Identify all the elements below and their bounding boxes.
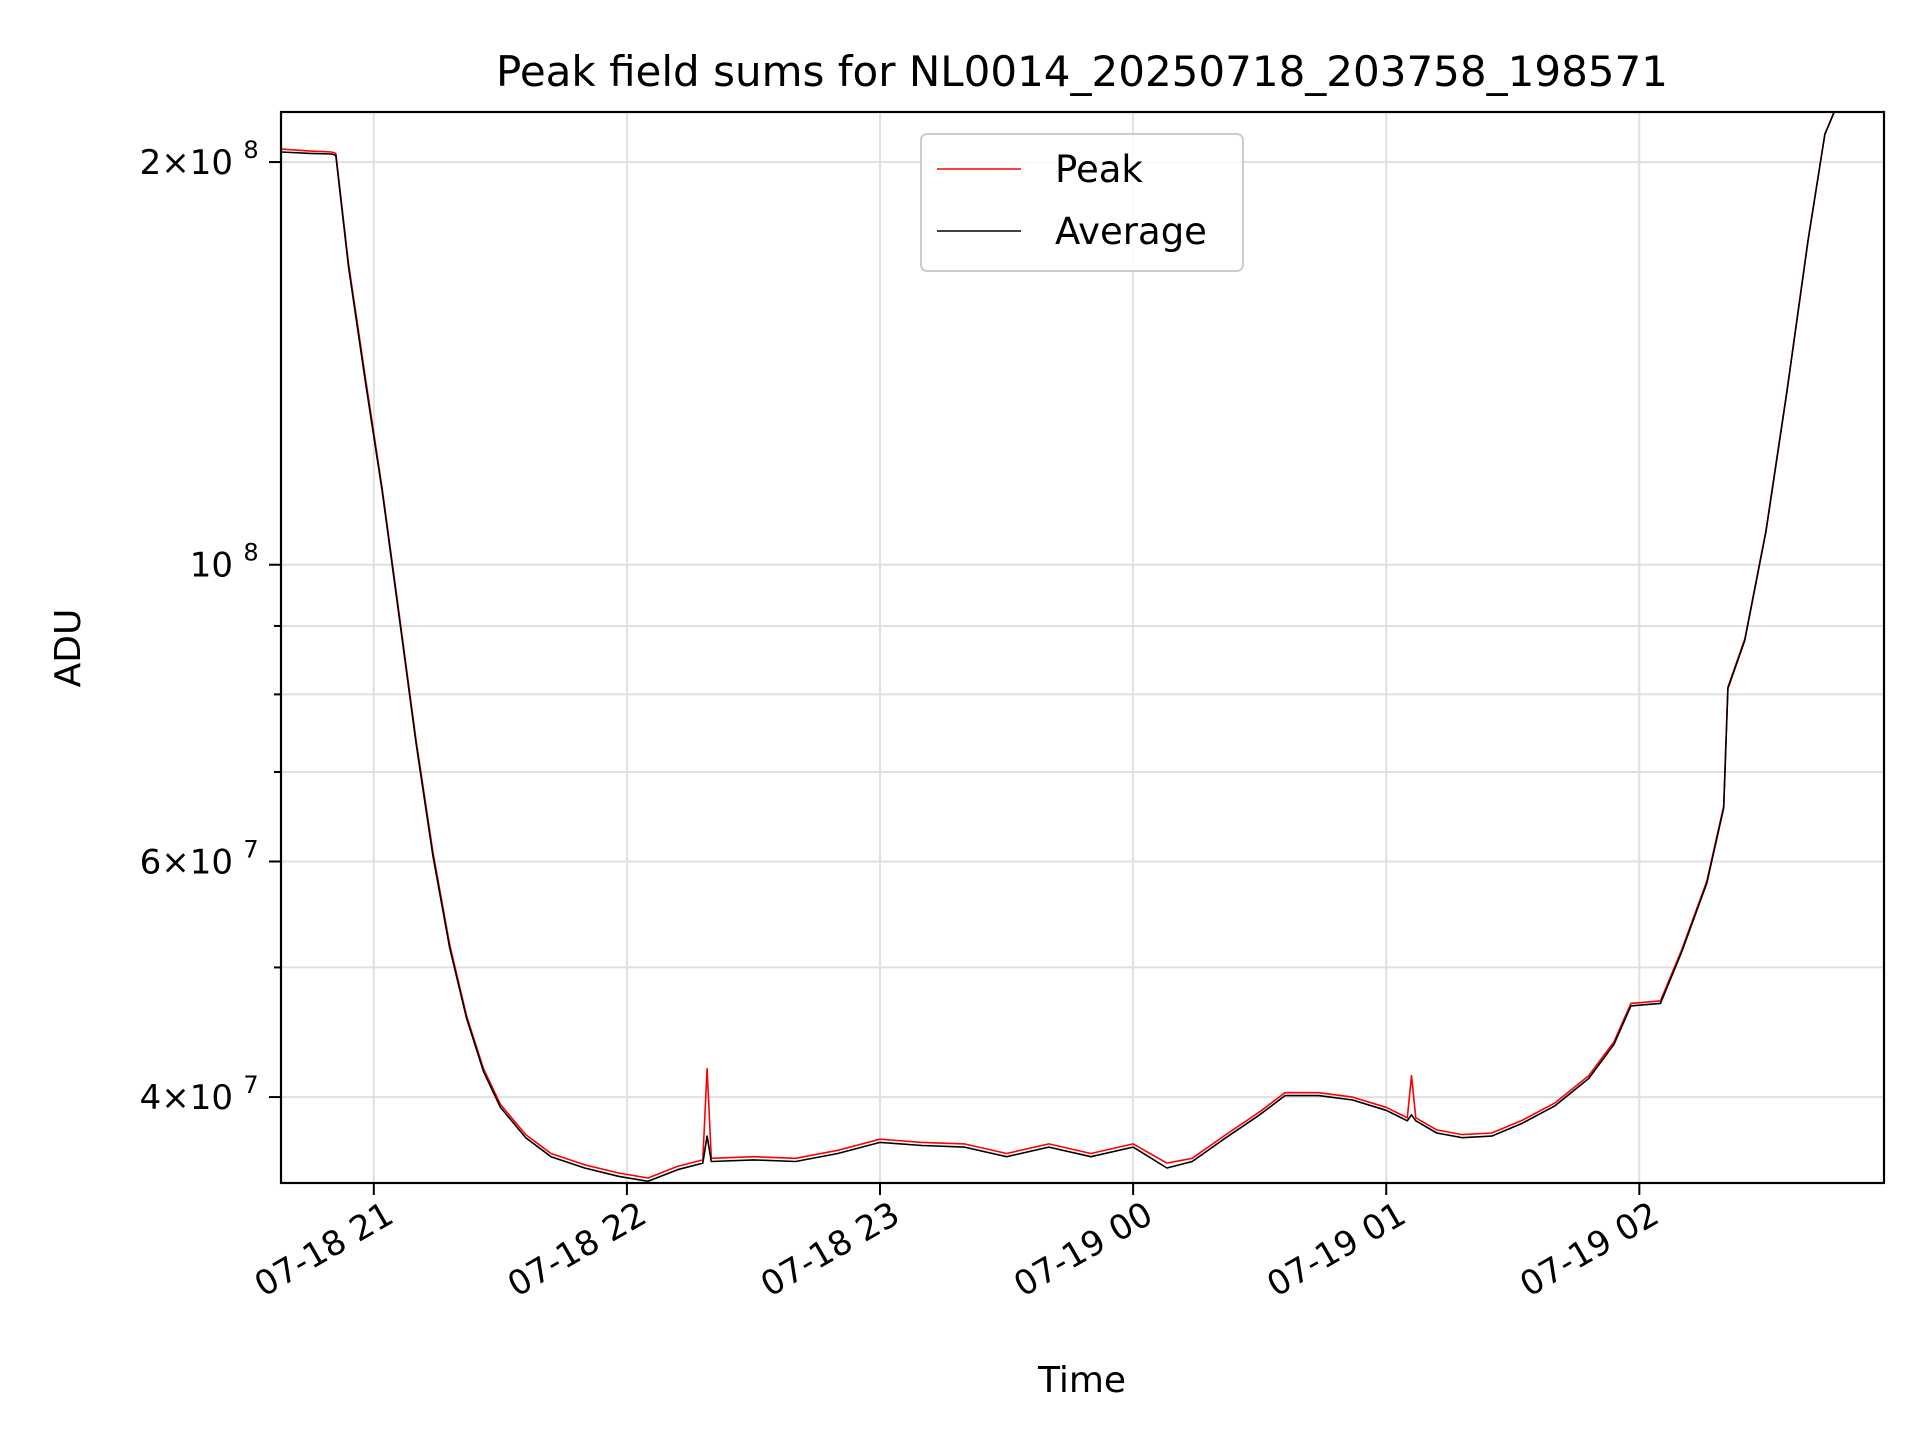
y-axis-label: ADU (48, 609, 89, 688)
legend-label-peak: Peak (1055, 148, 1143, 191)
y-tick-label: 10 (190, 546, 233, 586)
legend-label-average: Average (1055, 210, 1207, 253)
x-axis-label: Time (1037, 1360, 1126, 1401)
y-tick-exponent: 7 (243, 836, 258, 864)
series-layer (281, 112, 1836, 1183)
y-tick-label: 6×10 (140, 843, 233, 883)
y-tick-label: 2×10 (140, 143, 233, 183)
y-axis-ticks: 2×10 8 10 8 6×10 7 4×10 7 (140, 136, 281, 1118)
y-tick-label: 4×10 (140, 1078, 233, 1118)
plot-frame (279, 110, 1886, 1185)
legend: Peak Average (920, 133, 1244, 272)
y-tick-exponent: 8 (243, 136, 258, 164)
series-line-average (281, 112, 1836, 1183)
y-tick-exponent: 7 (243, 1071, 258, 1099)
y-tick-exponent: 8 (243, 539, 258, 567)
chart-title: Peak field sums for NL0014_20250718_2037… (496, 47, 1668, 96)
